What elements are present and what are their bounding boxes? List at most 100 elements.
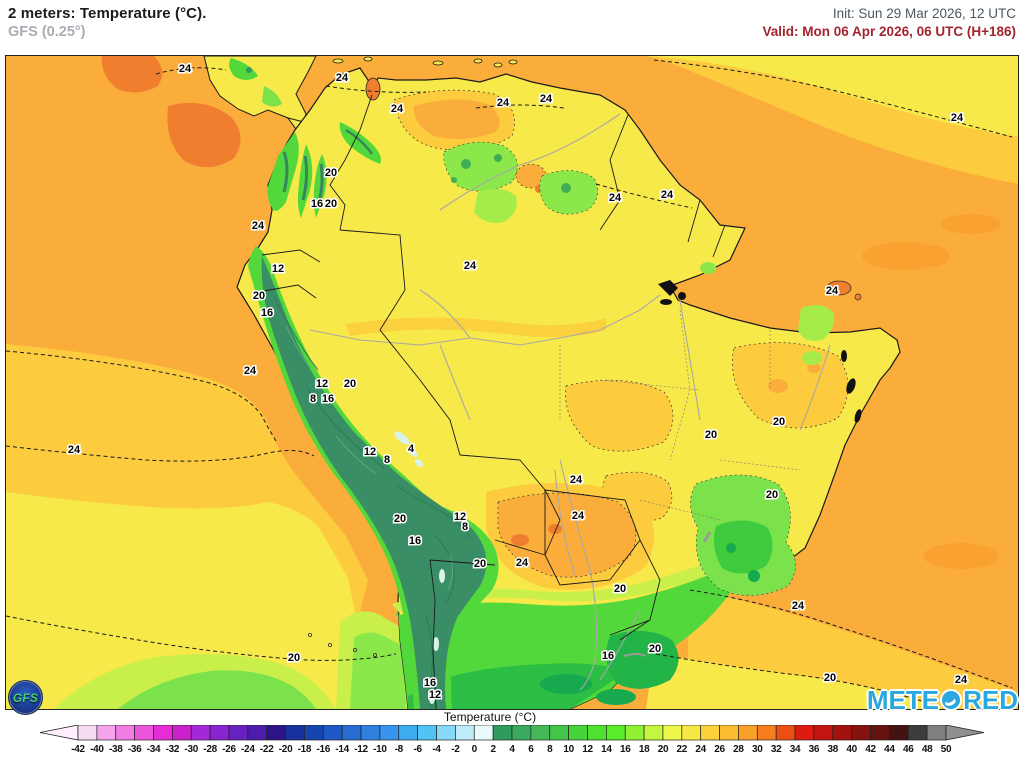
contour-label: 20 [288,652,300,664]
contour-label: 20 [649,643,661,655]
colorbar-tick: -22 [260,744,274,755]
contour-label: 16 [322,393,334,405]
colorbar-cell [96,724,117,741]
colorbar-cell [851,724,871,741]
colorbar-tick: -36 [128,744,142,755]
colorbar-arrow-right [945,724,985,741]
colorbar-title: Temperature (°C) [443,710,537,724]
colorbar-tick: 0 [472,744,478,755]
weather-map[interactable]: 24 24 24 24 24 24 24 24 24 24 24 24 24 24 24 24 24 24 20 20… [5,55,1019,710]
colorbar-cell [417,724,437,741]
contour-label: 20 [325,198,337,210]
colorbar-cell [360,724,381,741]
andes-texture [273,295,471,709]
colorbar-tick: -40 [90,744,104,755]
colorbar-cell [171,724,192,741]
colorbar-tick: 48 [922,744,933,755]
map-svg: 24 24 24 24 24 24 24 24 24 24 24 24 24 24 24 24 24 24 20 20… [6,56,1018,709]
colorbar-tick: 40 [846,744,857,755]
contour-label: 20 [614,583,626,595]
colorbar-tick: -6 [414,744,423,755]
contour-label: 20 [253,290,265,302]
colorbar-cell [436,724,456,741]
colorbar: -42 -40 -38 -36 -34 -32 -30 -28 -26 -24 -22 -20 -18-… [39,724,985,755]
contour-label: 24 [792,600,805,612]
colorbar-tick: -4 [432,744,441,755]
contour-label: 16 [311,198,323,210]
colorbar-tick: -28 [203,744,217,755]
colorbar-tick: 36 [809,744,820,755]
colorbar-cell [341,724,362,741]
colorbar-tick: -30 [184,744,198,755]
colorbar-tick: -8 [395,744,404,755]
colorbar-tick: 2 [490,744,496,755]
contour-label: 8 [310,393,316,405]
contour-label: 12 [272,263,284,275]
colorbar-cell [775,724,796,741]
contour-label: 24 [68,444,81,456]
contour-label: 20 [394,513,406,525]
init-time: Init: Sun 29 Mar 2026, 12 UTC [832,6,1016,21]
colorbar-cell [115,724,135,741]
colorbar-arrow-left [39,724,79,741]
colorbar-cell [190,724,211,741]
colorbar-cell [153,724,173,741]
colorbar-cell [813,724,834,741]
colorbar-cell [285,724,305,741]
colorbar-tick: 28 [733,744,744,755]
coast-islands [658,280,862,423]
gfs-logo: GFS [8,680,43,715]
galapagos-islands [307,633,377,658]
colorbar-tick: 22 [677,744,688,755]
meteored-text-left: METE [866,685,940,715]
colorbar-tick: 46 [903,744,914,755]
contour-label: 20 [474,558,486,570]
colorbar-cell [379,724,400,741]
meteored-logo[interactable]: METE RED [866,685,1018,715]
colorbar-cell [134,724,154,741]
model-subtitle: GFS (0.25°) [8,24,86,40]
colorbar-cell [77,724,98,741]
colorbar-tick: 12 [582,744,593,755]
andes-highlights [285,325,454,591]
green-patches [392,141,835,709]
state-borders [559,309,801,521]
colorbar-tick: -10 [373,744,387,755]
colorbar-cell [926,724,947,741]
contour-label: 20 [705,429,717,441]
cordillera-cores [282,151,324,203]
colorbar-cell [587,724,607,741]
glaciers [394,431,445,704]
colorbar-tick: 20 [658,744,669,755]
meteored-text-right: RED [963,685,1018,715]
country-borders [257,94,726,709]
colorbar-cell [681,724,702,741]
colorbar-tick: -24 [241,744,255,755]
contour-label: 24 [609,192,622,204]
contour-label: 24 [951,112,964,124]
contour-label: 24 [540,93,553,105]
colorbar-tick: -26 [222,744,236,755]
andes-mountains [248,122,499,709]
colorbar-cell [549,724,569,741]
contour-label: 24 [516,557,529,569]
colorbar-cell [889,724,909,741]
contour-label: 20 [773,416,785,428]
page-title: 2 meters: Temperature (°C). [8,5,207,22]
contour-label: 24 [661,189,674,201]
colorbar-cell [738,724,758,741]
colorbar-svg: -42 -40 -38 -36 -34 -32 -30 -28 -26 -24 -22 -20 -18-… [39,724,985,755]
contour-label: 16 [409,535,421,547]
colorbar-tick: -16 [317,744,331,755]
contour-label: 24 [336,72,349,84]
colorbar-tick: 14 [601,744,612,755]
contour-label: 20 [344,378,356,390]
contour-label: 24 [497,97,510,109]
contour-label: 16 [261,307,273,319]
colorbar-tick: 4 [509,744,515,755]
contour-label: 24 [244,365,257,377]
contour-label: 8 [384,454,390,466]
colorbar-cell [266,724,286,741]
meteored-o-icon [940,689,963,711]
colorbar-tick: 50 [941,744,952,755]
